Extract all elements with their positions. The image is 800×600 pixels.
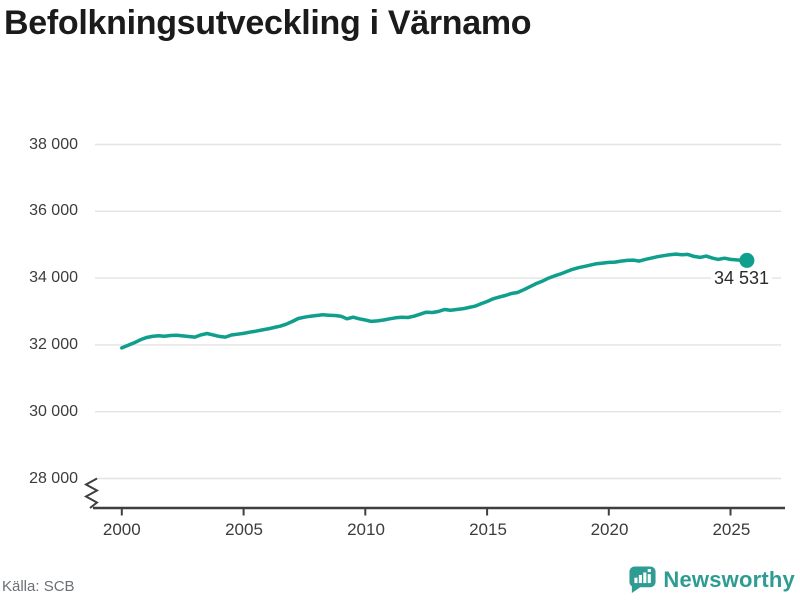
x-tick-label: 2000 [102,520,141,539]
x-axis-ticks [120,508,732,516]
newsworthy-logo-icon [629,566,656,594]
x-tick-label: 2020 [590,520,629,539]
page-title: Befolkningsutveckling i Värnamo [4,4,532,42]
y-tick-label: 30 000 [29,402,78,420]
x-tick-label: 2015 [469,520,507,539]
last-value-dot [739,252,755,268]
axis-break-icon [83,477,100,509]
y-tick-label: 34 000 [29,269,78,287]
y-tick-label: 36 000 [29,202,78,220]
last-value-label: 34 531 [710,268,772,288]
source-text: Källa: SCB [2,578,75,595]
y-tick-label: 38 000 [29,135,78,153]
x-tick-label: 2025 [712,520,751,539]
newsworthy-logo[interactable]: Newsworthy [628,563,795,596]
x-tick-label: 2010 [347,520,385,539]
gridlines [95,143,781,480]
x-tick-label: 2005 [225,520,263,539]
population-series-line [120,252,749,350]
y-tick-label: 32 000 [29,335,78,353]
newsworthy-wordmark: Newsworthy [663,567,795,592]
y-tick-label: 28 000 [29,469,78,487]
